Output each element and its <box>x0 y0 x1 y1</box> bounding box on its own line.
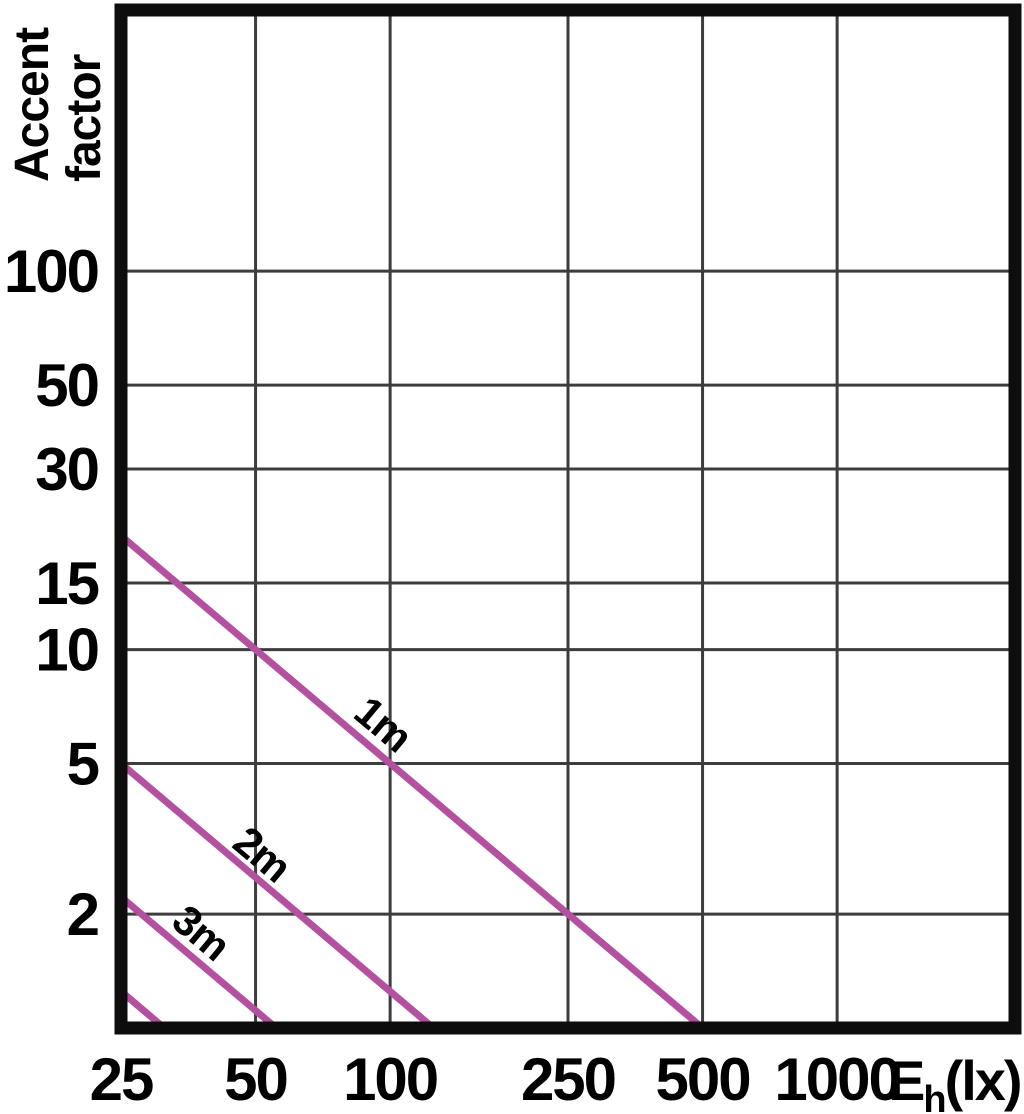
y-tick-label-10: 10 <box>35 617 98 684</box>
x-tick-label-250: 250 <box>521 1046 615 1113</box>
y-tick-label-100: 100 <box>4 238 98 305</box>
y-tick-label-5: 5 <box>67 731 99 798</box>
y-tick-label-30: 30 <box>35 436 98 503</box>
y-axis-title-line-2: factor <box>58 54 111 182</box>
gridlines <box>121 10 1015 1028</box>
y-tick-label-50: 50 <box>35 352 98 419</box>
x-tick-label-1000: 1000 <box>774 1046 899 1113</box>
series-line-distance-1m <box>118 533 705 1031</box>
y-axis-title: Accentfactor <box>6 27 111 182</box>
unit-suffix: (lx) <box>945 1049 1021 1112</box>
x-axis-tick-labels: 25 50 100 250 500 1000 <box>90 1046 902 1113</box>
x-tick-label-25: 25 <box>90 1046 153 1113</box>
x-axis-unit-label: Eh(lx) <box>888 1049 1021 1114</box>
unit-subscript: h <box>923 1079 944 1114</box>
x-tick-label-500: 500 <box>656 1046 750 1113</box>
unit-symbol: E <box>888 1049 924 1112</box>
series-line-distance-2m <box>118 760 436 1031</box>
plot-border <box>114 3 1022 1035</box>
y-tick-label-2: 2 <box>67 881 98 948</box>
y-tick-label-15: 15 <box>35 550 98 617</box>
series-line-distance-3m <box>118 894 279 1031</box>
x-tick-label-100: 100 <box>343 1046 437 1113</box>
series-lines <box>118 533 705 1031</box>
y-axis-title-line-1: Accent <box>6 27 59 182</box>
x-tick-label-50: 50 <box>224 1046 287 1113</box>
